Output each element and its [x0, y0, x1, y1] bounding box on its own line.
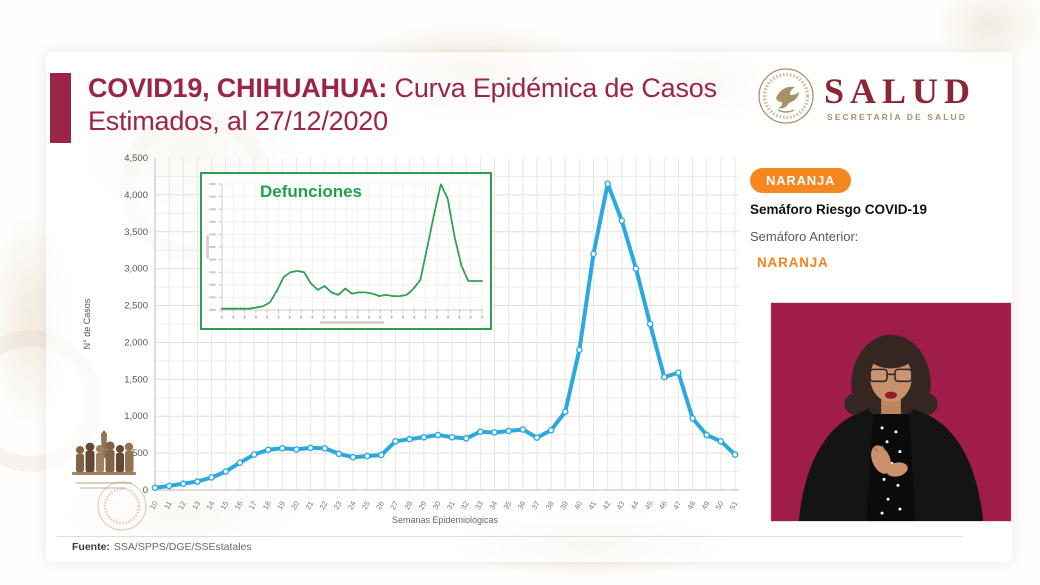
- page-title: COVID19, CHIHUAHUA: Curva Epidémica de C…: [88, 72, 748, 138]
- svg-text:33: 33: [473, 500, 485, 512]
- svg-text:27: 27: [388, 500, 400, 512]
- svg-text:45: 45: [643, 500, 655, 512]
- svg-text:25: 25: [360, 500, 372, 512]
- mexican-eagle-seal-icon: [758, 68, 814, 124]
- deaths-inset-svg: [206, 183, 483, 324]
- svg-text:15: 15: [218, 500, 230, 512]
- svg-text:51: 51: [728, 500, 740, 512]
- svg-text:22: 22: [318, 500, 330, 512]
- svg-text:35: 35: [501, 500, 513, 512]
- svg-text:29: 29: [417, 500, 429, 512]
- svg-text:48: 48: [685, 500, 697, 512]
- source-text: SSA/SPPS/DGE/SSEstatales: [113, 541, 252, 553]
- svg-text:2,000: 2,000: [124, 337, 148, 348]
- svg-text:37: 37: [530, 500, 542, 512]
- svg-text:Semanas Epidemiológicas: Semanas Epidemiológicas: [392, 515, 499, 525]
- footer-divider: [57, 536, 963, 537]
- svg-text:2,500: 2,500: [124, 301, 148, 312]
- svg-text:500: 500: [132, 448, 148, 459]
- svg-text:36: 36: [516, 500, 528, 512]
- svg-text:10: 10: [148, 500, 160, 512]
- svg-text:41: 41: [586, 500, 598, 512]
- svg-text:42: 42: [600, 500, 612, 512]
- svg-text:3,000: 3,000: [124, 264, 148, 275]
- svg-text:46: 46: [657, 500, 669, 512]
- svg-text:24: 24: [346, 500, 358, 512]
- salud-subtitle: SECRETARÍA DE SALUD: [827, 112, 968, 122]
- svg-text:18: 18: [261, 500, 273, 512]
- semaforo-previous-label: Semáforo Anterior:: [750, 229, 859, 244]
- svg-text:32: 32: [459, 500, 471, 512]
- svg-text:1,500: 1,500: [124, 374, 148, 385]
- svg-text:4,000: 4,000: [124, 190, 148, 201]
- svg-text:34: 34: [487, 500, 499, 512]
- svg-text:38: 38: [544, 500, 556, 512]
- semaforo-current-badge: NARANJA: [750, 168, 852, 193]
- svg-text:44: 44: [629, 500, 641, 512]
- salud-logo: SALUD SECRETARÍA DE SALUD: [756, 64, 1006, 132]
- svg-text:50: 50: [714, 500, 726, 512]
- svg-text:49: 49: [699, 500, 711, 512]
- svg-text:43: 43: [615, 500, 627, 512]
- svg-text:19: 19: [275, 500, 287, 512]
- svg-text:3,500: 3,500: [124, 227, 148, 238]
- sign-language-interpreter-video: [770, 302, 1012, 522]
- historical-figures-watermark: [72, 430, 147, 531]
- svg-text:31: 31: [445, 500, 457, 512]
- title-rest: Curva Epidémica de Casos Estimados, al 2…: [88, 73, 717, 136]
- svg-text:20: 20: [289, 500, 301, 512]
- svg-text:16: 16: [233, 500, 245, 512]
- title-accent-bar: [50, 73, 71, 143]
- svg-text:23: 23: [332, 500, 344, 512]
- svg-text:12: 12: [176, 500, 188, 512]
- deaths-inset-chart: Defunciones: [200, 172, 492, 330]
- svg-text:30: 30: [431, 500, 443, 512]
- svg-text:21: 21: [303, 500, 315, 512]
- source-note: Fuente: SSA/SPPS/DGE/SSEstatales: [72, 541, 252, 553]
- svg-text:13: 13: [190, 500, 202, 512]
- svg-text:26: 26: [374, 500, 386, 512]
- svg-text:39: 39: [558, 500, 570, 512]
- svg-text:0: 0: [143, 485, 148, 496]
- semaforo-risk-title: Semáforo Riesgo COVID-19: [750, 202, 928, 217]
- svg-text:17: 17: [247, 500, 259, 512]
- svg-text:1,000: 1,000: [124, 411, 148, 422]
- svg-text:N° de Casos: N° de Casos: [82, 298, 92, 349]
- svg-text:40: 40: [572, 500, 584, 512]
- semaforo-previous-value: NARANJA: [757, 255, 829, 270]
- title-bold: COVID19, CHIHUAHUA:: [88, 73, 388, 103]
- svg-text:28: 28: [402, 500, 414, 512]
- svg-text:11: 11: [162, 500, 174, 511]
- source-label: Fuente:: [72, 541, 110, 553]
- svg-text:47: 47: [671, 500, 683, 512]
- salud-wordmark: SALUD: [824, 71, 977, 111]
- svg-text:14: 14: [204, 500, 216, 512]
- deaths-inset-title: Defunciones: [260, 182, 363, 201]
- svg-text:4,500: 4,500: [124, 153, 148, 164]
